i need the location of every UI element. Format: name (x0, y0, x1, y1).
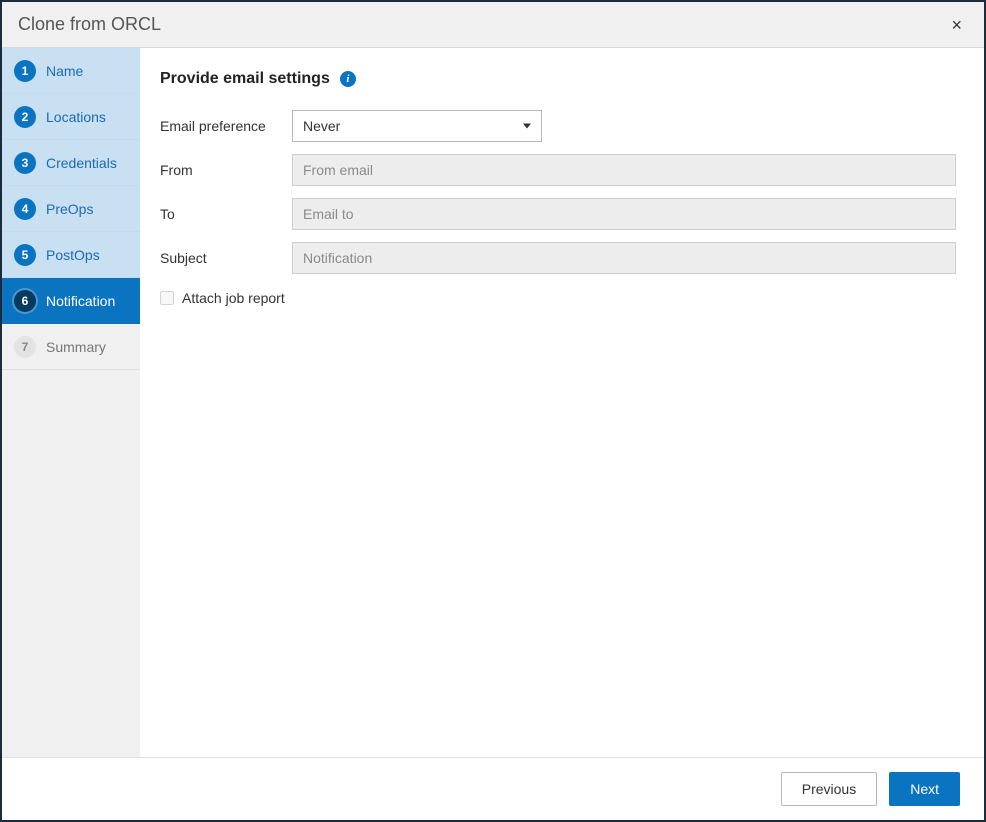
from-email-input[interactable] (292, 154, 956, 186)
label-subject: Subject (160, 250, 292, 266)
to-email-input[interactable] (292, 198, 956, 230)
step-number-badge: 4 (14, 198, 36, 220)
row-to: To (160, 198, 956, 230)
step-label: Name (46, 63, 83, 79)
close-button[interactable]: × (945, 14, 968, 36)
label-email-preference: Email preference (160, 118, 292, 134)
step-number-badge: 6 (14, 290, 36, 312)
step-number-badge: 1 (14, 60, 36, 82)
step-postops[interactable]: 5 PostOps (2, 232, 140, 278)
label-to: To (160, 206, 292, 222)
clone-wizard-dialog: Clone from ORCL × 1 Name 2 Locations 3 C… (0, 0, 986, 822)
step-number-badge: 7 (14, 336, 36, 358)
dialog-body: 1 Name 2 Locations 3 Credentials 4 PreOp… (2, 48, 984, 757)
email-preference-dropdown[interactable]: Never (292, 110, 542, 142)
step-number-badge: 2 (14, 106, 36, 128)
main-panel: Provide email settings i Email preferenc… (140, 48, 984, 757)
email-preference-value: Never (303, 118, 340, 134)
step-notification[interactable]: 6 Notification (2, 278, 140, 324)
section-heading-text: Provide email settings (160, 70, 330, 88)
row-subject: Subject (160, 242, 956, 274)
attach-job-report-checkbox[interactable] (160, 291, 174, 305)
subject-input[interactable] (292, 242, 956, 274)
chevron-down-icon (523, 124, 531, 129)
step-label: Notification (46, 293, 115, 309)
wizard-steps-sidebar: 1 Name 2 Locations 3 Credentials 4 PreOp… (2, 48, 140, 757)
step-label: Summary (46, 339, 106, 355)
step-name[interactable]: 1 Name (2, 48, 140, 94)
step-locations[interactable]: 2 Locations (2, 94, 140, 140)
row-email-preference: Email preference Never (160, 110, 956, 142)
step-label: Locations (46, 109, 106, 125)
row-from: From (160, 154, 956, 186)
dialog-footer: Previous Next (2, 757, 984, 820)
attach-job-report-label: Attach job report (182, 290, 285, 306)
step-label: PostOps (46, 247, 100, 263)
previous-button[interactable]: Previous (781, 772, 877, 806)
step-credentials[interactable]: 3 Credentials (2, 140, 140, 186)
step-summary[interactable]: 7 Summary (2, 324, 140, 370)
next-button[interactable]: Next (889, 772, 960, 806)
label-from: From (160, 162, 292, 178)
section-heading: Provide email settings i (160, 70, 956, 88)
step-label: PreOps (46, 201, 93, 217)
step-preops[interactable]: 4 PreOps (2, 186, 140, 232)
row-attach-job-report: Attach job report (160, 290, 956, 306)
step-number-badge: 5 (14, 244, 36, 266)
step-label: Credentials (46, 155, 117, 171)
dialog-title: Clone from ORCL (18, 14, 161, 35)
step-number-badge: 3 (14, 152, 36, 174)
dialog-header: Clone from ORCL × (2, 2, 984, 48)
info-icon[interactable]: i (340, 71, 356, 87)
